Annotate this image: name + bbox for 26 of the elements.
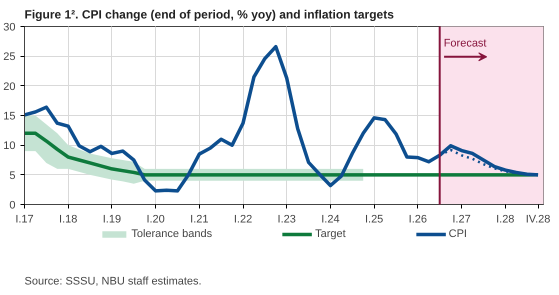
x-tick-label: I.21: [190, 214, 209, 226]
y-tick-label: 10: [3, 140, 16, 152]
source-note: Source: SSSU, NBU staff estimates.: [24, 276, 202, 288]
y-tick-label: 20: [3, 80, 16, 93]
x-tick-label: I.28: [496, 214, 514, 226]
x-tick-label: I.23: [278, 214, 296, 226]
y-tick-label: 30: [3, 22, 16, 34]
y-tick-label: 0: [9, 200, 16, 212]
legend-label: Tolerance bands: [131, 228, 212, 240]
x-tick-label: I.19: [102, 214, 122, 226]
annotation: Forecast: [444, 38, 486, 50]
y-tick-label: 25: [3, 51, 16, 64]
x-tick-label: I.17: [15, 214, 34, 226]
x-tick-label: I.27: [452, 214, 471, 226]
y-tick-label: 15: [3, 110, 16, 122]
x-tick-label: I.26: [408, 214, 428, 226]
x-tick-label: I.22: [234, 214, 252, 226]
x-tick-label: I.24: [321, 214, 340, 226]
x-tick-label: I.25: [364, 214, 384, 226]
y-tick-label: 5: [9, 170, 16, 182]
chart-title: Figure 1². CPI change (end of period, % yoy) and inflation targets: [24, 8, 394, 22]
legend-label: CPI: [448, 228, 468, 240]
x-tick-label: I.18: [59, 214, 78, 226]
x-tick-label: IV.28: [526, 214, 550, 226]
x-tick-label: I.20: [146, 214, 165, 226]
legend-label: Target: [315, 228, 346, 240]
